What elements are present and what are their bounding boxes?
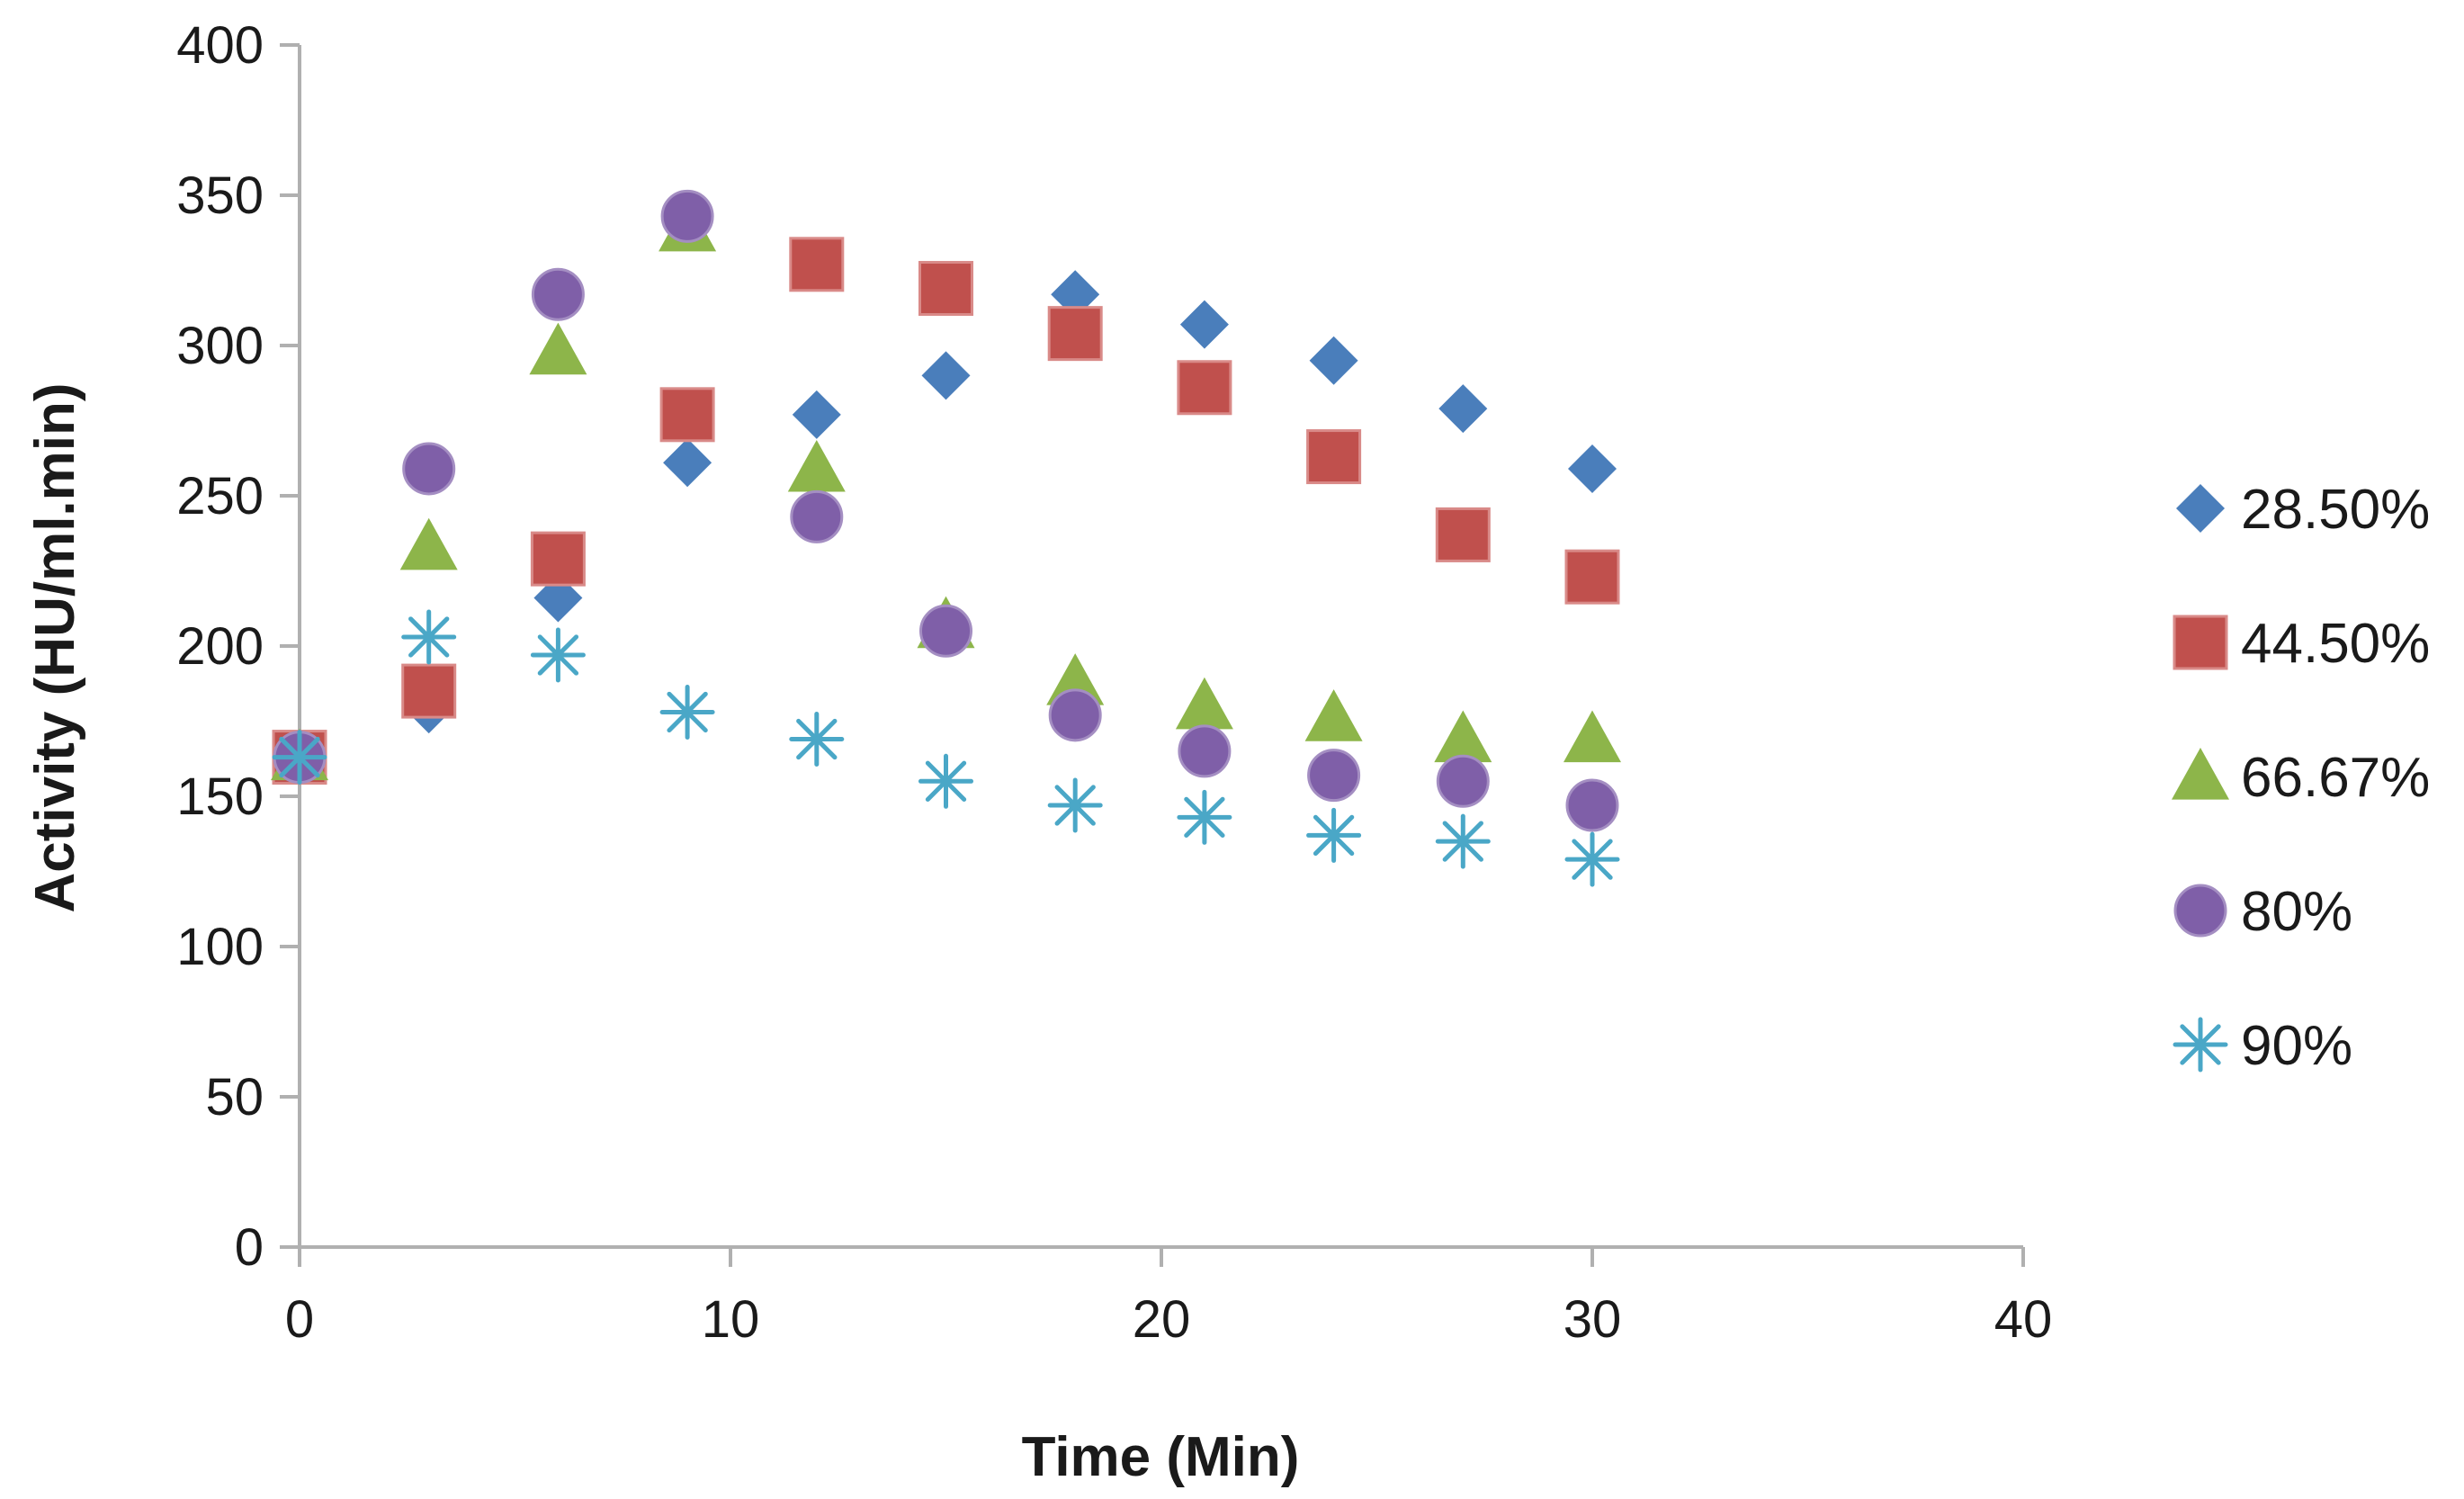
y-axis-title: Activity (HU/ml.min): [24, 382, 86, 912]
data-point: [1568, 444, 1617, 493]
series-28-50-: [275, 270, 1617, 782]
legend: 28.50% 44.50% 66.67% 80% 90%: [2172, 479, 2430, 1077]
legend-label: 80%: [2241, 881, 2352, 943]
legend-item: 66.67%: [2172, 747, 2430, 809]
legend-label: 90%: [2241, 1015, 2352, 1077]
data-point: [1179, 300, 1229, 349]
data-point: [918, 261, 973, 317]
data-point: [1565, 778, 1619, 832]
x-tick-label: 20: [1133, 1290, 1191, 1349]
data-point: [660, 189, 714, 243]
data-point: [1047, 306, 1103, 362]
legend-label: 66.67%: [2241, 747, 2430, 809]
y-tick-label: 50: [205, 1068, 264, 1126]
data-point: [1304, 689, 1363, 741]
legend-marker: [2176, 484, 2225, 533]
x-tick-label: 40: [1994, 1290, 2053, 1349]
data-point: [1048, 688, 1102, 742]
series-90-: [272, 609, 1620, 887]
data-point: [792, 390, 841, 439]
data-point: [787, 439, 846, 492]
y-tick-label: 350: [176, 166, 264, 225]
data-point: [1564, 549, 1620, 605]
data-point: [1436, 754, 1490, 808]
legend-marker: [2173, 884, 2227, 938]
x-axis-title: Time (Min): [1022, 1426, 1300, 1488]
x-tick-label: 30: [1564, 1290, 1622, 1349]
data-point: [919, 604, 972, 658]
data-point: [530, 531, 586, 587]
data-point: [1309, 336, 1358, 385]
data-point: [529, 322, 587, 375]
data-point: [530, 627, 586, 683]
data-point: [1046, 653, 1105, 705]
data-point: [790, 489, 844, 543]
x-tick-label: 0: [285, 1290, 314, 1349]
data-point: [402, 442, 456, 496]
legend-marker: [2173, 615, 2228, 670]
data-point: [399, 517, 458, 570]
y-tick-label: 200: [176, 617, 264, 676]
data-point: [918, 753, 973, 809]
legend-item: 28.50%: [2176, 479, 2430, 541]
legend-item: 80%: [2173, 881, 2352, 943]
data-point: [659, 684, 715, 740]
y-tick-label: 100: [176, 918, 264, 976]
data-point: [663, 438, 712, 488]
legend-item: 90%: [2173, 1015, 2352, 1077]
y-tick-label: 0: [235, 1218, 264, 1277]
data-point: [789, 712, 845, 767]
data-point: [1047, 777, 1103, 833]
data-point: [1564, 831, 1620, 887]
legend-label: 44.50%: [2241, 613, 2430, 675]
data-point: [1435, 507, 1491, 562]
legend-marker: [2173, 1017, 2228, 1073]
y-tick-label: 400: [176, 16, 264, 75]
data-point: [401, 663, 457, 719]
data-point: [1438, 384, 1488, 434]
y-tick-label: 300: [176, 317, 264, 375]
data-point: [1177, 360, 1232, 416]
data-point: [1306, 807, 1362, 863]
data-point: [1178, 724, 1232, 778]
data-point: [659, 387, 715, 443]
data-point: [1434, 710, 1492, 763]
data-marks-group: [271, 189, 1621, 887]
data-point: [1175, 677, 1233, 730]
data-point: [1564, 710, 1621, 763]
data-point: [1307, 749, 1361, 803]
data-point: [531, 267, 585, 321]
axes-group: 0 50 100 150 200 250 300 350 400 0 10 20 30 40: [176, 16, 2052, 1349]
legend-label: 28.50%: [2241, 479, 2430, 541]
x-tick-label: 10: [702, 1290, 760, 1349]
data-point: [789, 237, 845, 292]
data-point: [1435, 813, 1491, 869]
data-point: [1177, 789, 1232, 845]
y-tick-label: 250: [176, 467, 264, 525]
data-point: [1306, 429, 1362, 485]
legend-marker: [2172, 748, 2229, 800]
data-point: [921, 351, 971, 400]
data-point: [401, 609, 457, 665]
data-point: [272, 730, 327, 785]
legend-item: 44.50%: [2173, 613, 2430, 675]
y-tick-label: 150: [176, 767, 264, 826]
series-44-50-: [272, 261, 1620, 785]
